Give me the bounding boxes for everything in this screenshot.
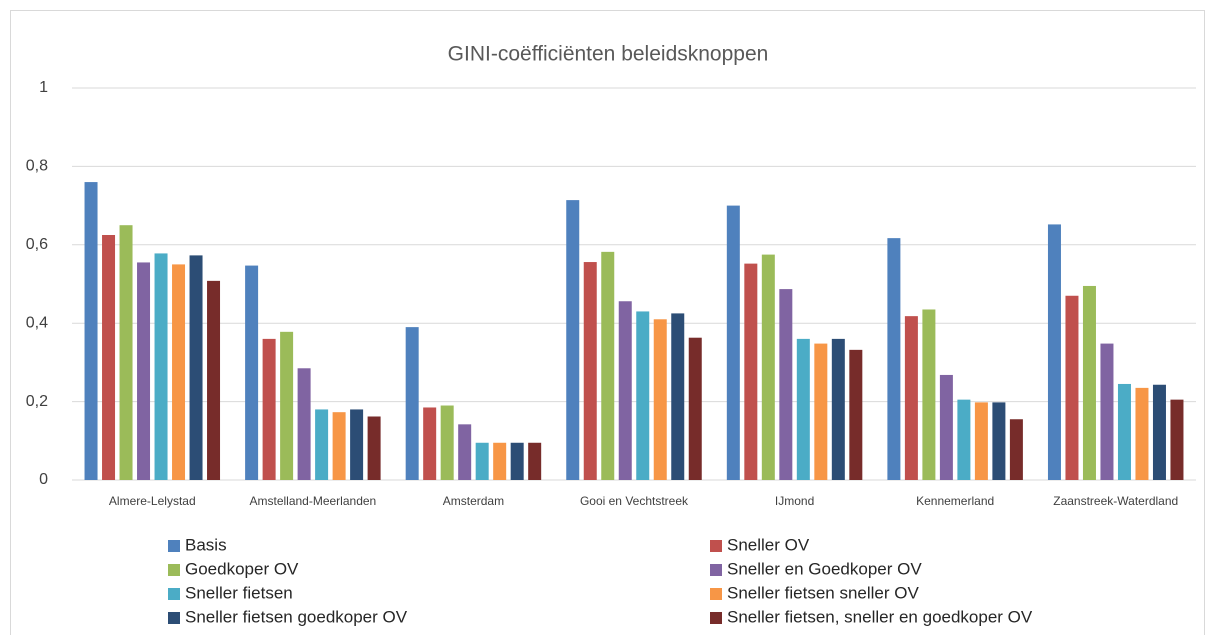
bar (618, 301, 632, 480)
legend-swatch (710, 540, 722, 552)
bar (1135, 387, 1149, 480)
y-tick-label: 0,8 (26, 158, 48, 175)
bar (245, 265, 259, 480)
y-tick-label: 0,4 (26, 314, 48, 331)
bar (992, 402, 1006, 480)
bar (405, 327, 419, 480)
bar (1170, 399, 1184, 480)
bar (796, 338, 810, 480)
legend-swatch (710, 612, 722, 624)
y-tick-label: 1 (39, 79, 48, 96)
legend-swatch (168, 588, 180, 600)
bar (761, 254, 775, 480)
bar (1152, 384, 1166, 480)
x-tick-label: Zaanstreek-Waterdland (1053, 494, 1178, 508)
x-tick-label: Gooi en Vechtstreek (580, 494, 689, 508)
bar (528, 442, 542, 480)
bar (566, 200, 580, 480)
legend-swatch (710, 588, 722, 600)
y-tick-label: 0,6 (26, 236, 48, 253)
bar (1047, 224, 1061, 480)
legend-label: Sneller en Goedkoper OV (727, 559, 922, 578)
legend-label: Sneller fietsen sneller OV (727, 583, 919, 602)
bar (636, 311, 650, 480)
bar (332, 412, 346, 480)
legend-swatch (710, 564, 722, 576)
bar (475, 442, 489, 480)
bar (688, 337, 702, 480)
bar (671, 313, 685, 480)
bar (779, 289, 793, 480)
bar (726, 205, 740, 480)
bar (367, 416, 381, 480)
bar (887, 238, 901, 480)
bar (189, 255, 203, 480)
bar (315, 409, 329, 480)
bar (1100, 343, 1114, 480)
bar (137, 262, 151, 480)
bar (814, 343, 828, 480)
bar (84, 182, 98, 480)
bar (423, 407, 437, 480)
legend-label: Basis (185, 535, 227, 554)
legend-label: Sneller fietsen (185, 583, 293, 602)
bar (172, 264, 186, 480)
bar (1082, 285, 1096, 480)
bar (939, 374, 953, 480)
bar (510, 442, 524, 480)
bar (493, 442, 507, 480)
x-tick-label: Kennemerland (916, 494, 994, 508)
bar (653, 319, 667, 480)
bar (102, 235, 116, 480)
bar (957, 399, 971, 480)
bar (1065, 295, 1079, 480)
bar (262, 338, 276, 480)
bar (207, 280, 221, 480)
legend-swatch (168, 612, 180, 624)
y-tick-label: 0,2 (26, 393, 48, 410)
legend-label: Sneller OV (727, 535, 810, 554)
bar (601, 251, 615, 480)
bar (974, 402, 988, 480)
bar (831, 338, 845, 480)
legend-label: Sneller fietsen, sneller en goedkoper OV (727, 607, 1033, 626)
bar (1009, 419, 1023, 480)
legend-swatch (168, 564, 180, 576)
bar (440, 405, 454, 480)
chart-title: GINI-coëfficiënten beleidsknoppen (448, 43, 769, 66)
bar (904, 316, 918, 480)
y-tick-label: 0 (39, 471, 48, 488)
bar (1117, 383, 1131, 480)
bar (458, 424, 472, 480)
x-tick-label: IJmond (775, 494, 814, 508)
bar (119, 225, 133, 480)
bar (297, 368, 311, 480)
legend-label: Goedkoper OV (185, 559, 299, 578)
bar (350, 409, 364, 480)
x-tick-label: Almere-Lelystad (109, 494, 196, 508)
x-tick-label: Amstelland-Meerlanden (249, 494, 376, 508)
bar (849, 349, 863, 480)
bar (583, 262, 597, 480)
bar (744, 263, 758, 480)
bar (154, 253, 168, 480)
bar (280, 331, 294, 480)
legend-label: Sneller fietsen goedkoper OV (185, 607, 408, 626)
bar (922, 309, 936, 480)
legend-swatch (168, 540, 180, 552)
x-tick-label: Amsterdam (443, 494, 504, 508)
